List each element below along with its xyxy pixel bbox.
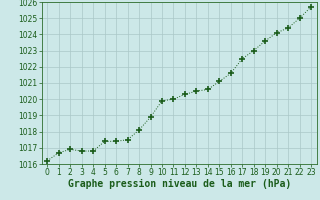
X-axis label: Graphe pression niveau de la mer (hPa): Graphe pression niveau de la mer (hPa) bbox=[68, 179, 291, 189]
